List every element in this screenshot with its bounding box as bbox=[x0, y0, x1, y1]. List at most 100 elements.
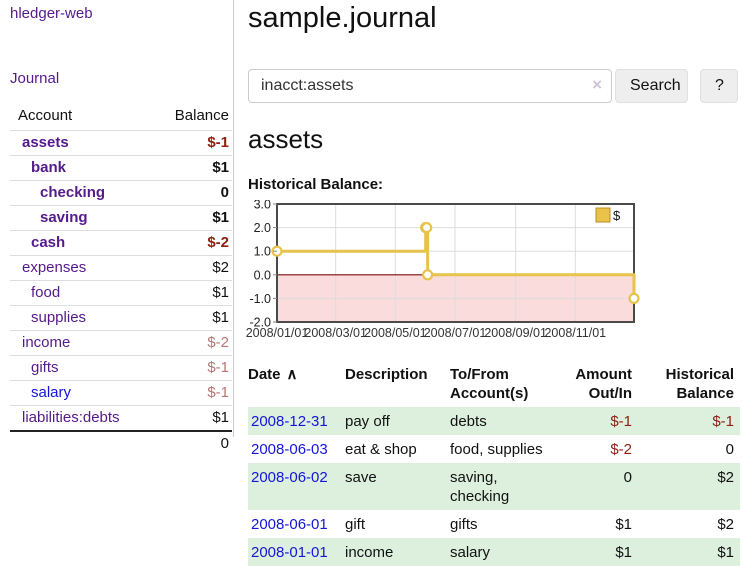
transaction-date-link[interactable]: 2008-06-02 bbox=[251, 469, 328, 486]
transaction-balance: $2 bbox=[640, 463, 740, 510]
transaction-amount: $1 bbox=[554, 538, 640, 566]
y-tick-label: 3.0 bbox=[254, 200, 271, 212]
register-table-header: Date ∧ Description To/From Account(s) Amo… bbox=[248, 361, 740, 407]
y-tick-label: 2.0 bbox=[254, 221, 271, 235]
account-row: food $1 bbox=[10, 280, 232, 306]
account-link[interactable]: liabilities:debts bbox=[22, 409, 120, 426]
transaction-accounts: salary bbox=[450, 538, 554, 566]
transaction-date-link[interactable]: 2008-06-01 bbox=[251, 516, 328, 533]
account-link[interactable]: cash bbox=[31, 234, 66, 251]
accounts-table: Account Balance assets $-1 bank $1 checking 0… bbox=[10, 103, 232, 456]
transaction-date-link[interactable]: 2008-01-01 bbox=[251, 544, 328, 561]
y-tick-label: -1.0 bbox=[249, 292, 271, 306]
brand-link[interactable]: hledger-web bbox=[10, 5, 93, 22]
y-tick-label: 1.0 bbox=[254, 245, 271, 259]
account-balance: $-1 bbox=[149, 380, 232, 406]
account-heading: assets bbox=[248, 124, 324, 154]
account-link[interactable]: gifts bbox=[31, 359, 59, 376]
account-balance: $1 bbox=[149, 280, 232, 306]
transaction-amount: $1 bbox=[615, 516, 632, 533]
account-link[interactable]: supplies bbox=[31, 309, 87, 326]
sidebar-item-journal[interactable]: Journal bbox=[10, 70, 60, 87]
accounts-total-spacer bbox=[10, 430, 150, 456]
transaction-date-link[interactable]: 2008-06-03 bbox=[251, 441, 328, 458]
account-link[interactable]: income bbox=[22, 334, 71, 351]
legend-label: $ bbox=[613, 208, 621, 223]
transaction-accounts: saving, checking bbox=[450, 463, 554, 510]
x-tick-label: 2008/11/01 bbox=[544, 326, 606, 340]
account-link[interactable]: bank bbox=[31, 159, 67, 176]
sort-ascending-icon: ∧ bbox=[286, 366, 298, 383]
transaction-balance: $1 bbox=[640, 538, 740, 566]
account-row: cash $-2 bbox=[10, 230, 232, 256]
account-link[interactable]: food bbox=[31, 284, 61, 301]
page-title: sample.journal bbox=[248, 2, 437, 34]
accounts-table-header: Account Balance bbox=[10, 103, 232, 131]
accounts-total-value: 0 bbox=[149, 430, 232, 456]
search-button[interactable]: Search bbox=[615, 69, 688, 103]
search-form: × bbox=[248, 69, 612, 103]
x-tick-label: 2008/05/01 bbox=[364, 326, 427, 340]
register-header-balance: Historical Balance bbox=[665, 366, 734, 402]
transaction-description: pay off bbox=[345, 407, 450, 435]
register-header-amount: Amount Out/In bbox=[575, 366, 632, 402]
transaction-amount: $-2 bbox=[610, 441, 632, 458]
account-balance: $2 bbox=[149, 255, 232, 281]
transaction-row: 2008-06-02 save saving, checking 0 $2 bbox=[248, 463, 740, 510]
account-row: assets $-1 bbox=[10, 130, 232, 156]
legend-swatch bbox=[595, 207, 611, 223]
accounts-header-account: Account bbox=[10, 103, 150, 131]
account-row: expenses $2 bbox=[10, 255, 232, 281]
account-row: income $-2 bbox=[10, 330, 232, 356]
account-balance: 0 bbox=[149, 180, 232, 206]
clear-search-icon[interactable]: × bbox=[592, 75, 602, 94]
transaction-description: gift bbox=[345, 516, 366, 533]
transaction-row: 2008-12-31 pay off debts $-1 $-1 bbox=[248, 407, 740, 435]
transaction-date-link[interactable]: 2008-12-31 bbox=[251, 413, 328, 430]
account-link[interactable]: checking bbox=[40, 184, 106, 201]
transaction-amount: $-1 bbox=[554, 407, 640, 435]
data-point-marker[interactable] bbox=[421, 222, 433, 234]
account-row: checking 0 bbox=[10, 180, 232, 206]
account-link[interactable]: expenses bbox=[22, 259, 87, 276]
accounts-total-row: 0 bbox=[10, 430, 232, 456]
account-row: salary $-1 bbox=[10, 380, 232, 406]
x-tick-label: 2008/03/01 bbox=[304, 326, 367, 340]
transaction-description: eat & shop bbox=[345, 441, 417, 458]
y-tick-label: -2.0 bbox=[249, 316, 271, 330]
account-link[interactable]: salary bbox=[31, 384, 72, 401]
x-tick-label: 2008/07/01 bbox=[424, 326, 487, 340]
account-balance: $-2 bbox=[149, 230, 232, 256]
transaction-accounts: gifts bbox=[450, 516, 478, 533]
account-row: liabilities:debts $1 bbox=[10, 405, 232, 432]
account-balance: $1 bbox=[149, 155, 232, 181]
accounts-table-body: assets $-1 bank $1 checking 0 saving $1 cash $-2 e… bbox=[10, 130, 232, 432]
y-tick-label: 0.0 bbox=[254, 268, 271, 282]
transaction-amount: 0 bbox=[554, 463, 640, 510]
transaction-row: 2008-06-03 eat & shop food, supplies $-2 0 bbox=[248, 435, 740, 463]
chart-border bbox=[276, 203, 635, 323]
search-help-button[interactable]: ? bbox=[700, 69, 738, 103]
account-row: supplies $1 bbox=[10, 305, 232, 331]
register-header-accounts: To/From Account(s) bbox=[450, 366, 529, 402]
register-header-date[interactable]: Date ∧ bbox=[248, 366, 298, 383]
search-input[interactable] bbox=[248, 69, 612, 103]
accounts-header-balance: Balance bbox=[149, 103, 232, 131]
data-point-marker[interactable] bbox=[422, 269, 434, 281]
data-point-marker[interactable] bbox=[628, 292, 640, 305]
account-link[interactable]: assets bbox=[22, 134, 69, 151]
account-balance: $-2 bbox=[149, 330, 232, 356]
x-tick-label: 2008/09/01 bbox=[484, 326, 547, 340]
transaction-balance: $2 bbox=[717, 516, 734, 533]
account-link[interactable]: saving bbox=[40, 209, 88, 226]
chart-title: Historical Balance: bbox=[248, 176, 384, 193]
account-balance: $-1 bbox=[149, 355, 232, 381]
transaction-description: save bbox=[345, 463, 450, 510]
account-balance: $1 bbox=[149, 405, 232, 432]
account-balance: $-1 bbox=[149, 130, 232, 156]
transaction-accounts: food, supplies bbox=[450, 441, 543, 458]
register-header-description: Description bbox=[345, 366, 428, 383]
transaction-accounts: debts bbox=[450, 407, 554, 435]
account-row: saving $1 bbox=[10, 205, 232, 231]
